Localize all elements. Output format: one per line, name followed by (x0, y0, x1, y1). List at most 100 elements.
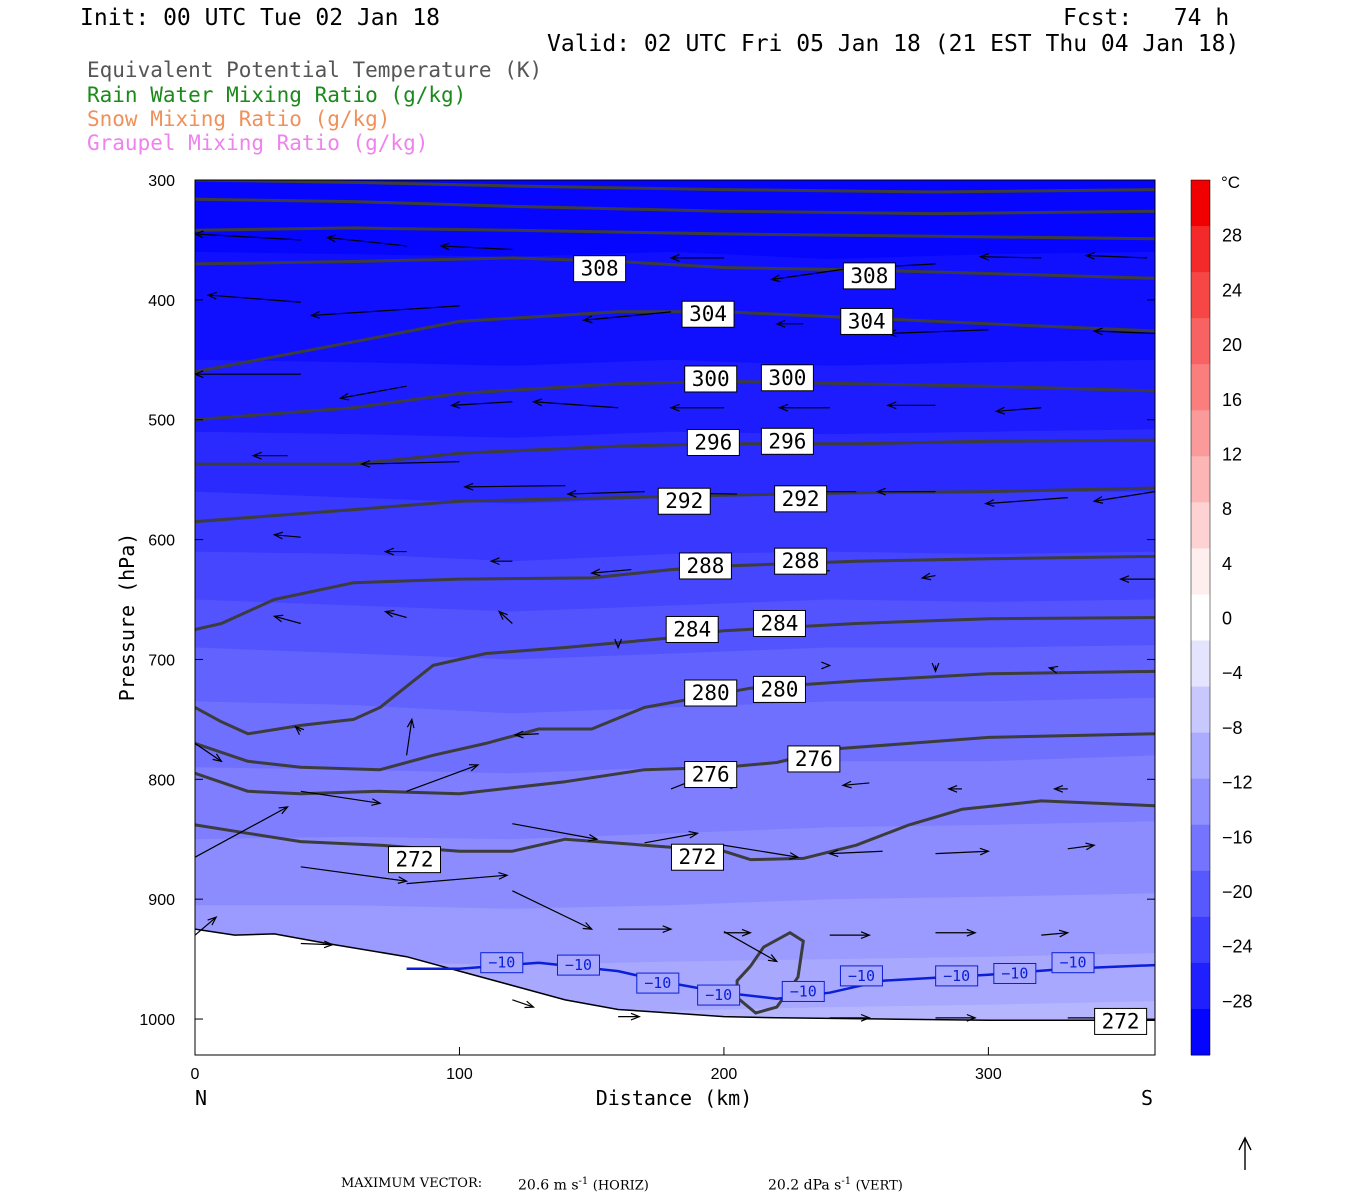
wind-vector-shaft (512, 999, 534, 1008)
isotherm-label-box (697, 984, 741, 1006)
theta-e-label-box (657, 487, 711, 515)
wind-vector-head (383, 547, 394, 556)
wind-vector-shaft (887, 329, 989, 335)
theta-e-label: 272 (1102, 1009, 1140, 1033)
wind-vector-head (769, 274, 781, 283)
wind-vector-head (821, 661, 832, 670)
colorbar-swatch (1191, 502, 1210, 549)
y-tick-label: 900 (148, 892, 175, 909)
theta-e-contour-284 (195, 616, 1155, 736)
isotherm-label: −10 (1059, 954, 1086, 972)
theta-e-label-box (665, 615, 719, 643)
wind-vector-46 (405, 717, 415, 756)
wind-vector-31 (272, 531, 301, 540)
theta-e-label-box (774, 485, 828, 513)
wind-vector-49 (195, 742, 223, 763)
colorbar-label: −20 (1222, 882, 1253, 902)
theta-e-label: 308 (850, 264, 888, 288)
wind-vector-shaft (300, 942, 333, 946)
wind-vector-21 (994, 406, 1042, 415)
wind-vector-head (397, 876, 409, 884)
wind-vector-head (1085, 842, 1096, 851)
wind-vector-head (207, 916, 218, 926)
wind-vector-head (323, 940, 335, 949)
wind-vector-17 (531, 398, 619, 409)
y-tick-label: 700 (148, 652, 175, 669)
wind-vector-74 (723, 931, 779, 963)
wind-vector-33 (489, 557, 513, 566)
wind-vector-head (272, 531, 284, 540)
wind-vector-head (1047, 665, 1059, 674)
wind-vector-head (371, 798, 382, 806)
wind-vector-0 (195, 230, 301, 241)
wind-vector-head (860, 931, 871, 940)
wind-vector-head (195, 370, 204, 379)
colorbar-swatch (1191, 594, 1210, 642)
wind-vector-head (359, 459, 371, 468)
theta-e-contour-308 (195, 256, 1155, 280)
wind-vector-head (489, 557, 500, 566)
theta-e-label-box (752, 675, 806, 703)
wind-vector-shaft (195, 916, 217, 936)
wind-vector-48 (294, 725, 305, 735)
wind-vector-2 (439, 242, 513, 251)
wind-vector-head (966, 1013, 977, 1022)
wind-vector-68 (618, 925, 673, 934)
wind-vector-head (1092, 327, 1103, 336)
wind-vector-shaft (464, 485, 566, 488)
theta-e-label: 276 (692, 763, 730, 787)
wind-vector-30 (1092, 491, 1155, 504)
colorbar-label: −12 (1222, 773, 1253, 793)
colorbar-swatch (1191, 962, 1210, 1010)
wind-vector-16 (449, 400, 513, 409)
wind-vector-70 (829, 931, 871, 940)
wind-vector-shaft (512, 890, 592, 930)
wind-vector-67 (512, 890, 594, 930)
wind-vector-shaft (996, 407, 1042, 412)
wind-vector-head (272, 614, 284, 623)
wind-vector-head (947, 785, 958, 793)
wind-vector-head (251, 451, 262, 460)
colorbar-swatch (1191, 686, 1210, 734)
wind-vector-43 (821, 661, 832, 670)
theta-e-label: 304 (848, 309, 886, 333)
end-label-south: S (1141, 1086, 1153, 1110)
y-axis-label: Pressure (hPa) (115, 533, 139, 702)
theta-e-label: 284 (673, 617, 711, 641)
wind-vector-shaft (985, 497, 1068, 505)
wind-vector-23 (359, 459, 460, 468)
isotherm-label-box (480, 952, 524, 974)
wind-vector-head (931, 662, 940, 674)
theta-e-label: 284 (760, 611, 798, 635)
colorbar-swatch (1191, 364, 1210, 411)
wind-vector-32 (383, 547, 407, 556)
wind-vector-78 (935, 1013, 977, 1022)
theta-e-label-box (684, 365, 738, 393)
wind-vector-15 (338, 385, 407, 401)
colorbar-label: 12 (1222, 444, 1242, 464)
wind-vector-head (1084, 251, 1095, 260)
wind-vector-18 (669, 403, 724, 412)
colorbar-label: −16 (1222, 827, 1253, 847)
colorbar-label: 8 (1222, 499, 1232, 519)
wind-vector-head (325, 234, 337, 243)
theta-e-label: 288 (782, 549, 820, 573)
wind-vector-shaft (583, 311, 672, 321)
wind-vector-64 (1067, 842, 1096, 851)
wind-vector-8 (206, 291, 301, 303)
isotherm-label: −10 (1001, 964, 1028, 982)
wind-vector-head (498, 872, 509, 880)
colorbar-swatch (1191, 824, 1210, 872)
theta-e-label: 296 (768, 429, 806, 453)
colorbar-swatch (1191, 318, 1210, 365)
x-tick-label: 200 (711, 1066, 738, 1083)
wind-vector-head (582, 922, 594, 930)
valid-time: Valid: 02 UTC Fri 05 Jan 18 (21 EST Thu … (547, 31, 1240, 57)
wind-vector-head (777, 403, 789, 412)
theta-e-label: 272 (679, 845, 717, 869)
wind-vector-76 (618, 1012, 641, 1021)
wind-vector-3 (669, 254, 724, 262)
wind-vector-shaft (1086, 254, 1148, 259)
isotherm-label-box (1051, 952, 1095, 974)
wind-vector-60 (644, 830, 700, 844)
